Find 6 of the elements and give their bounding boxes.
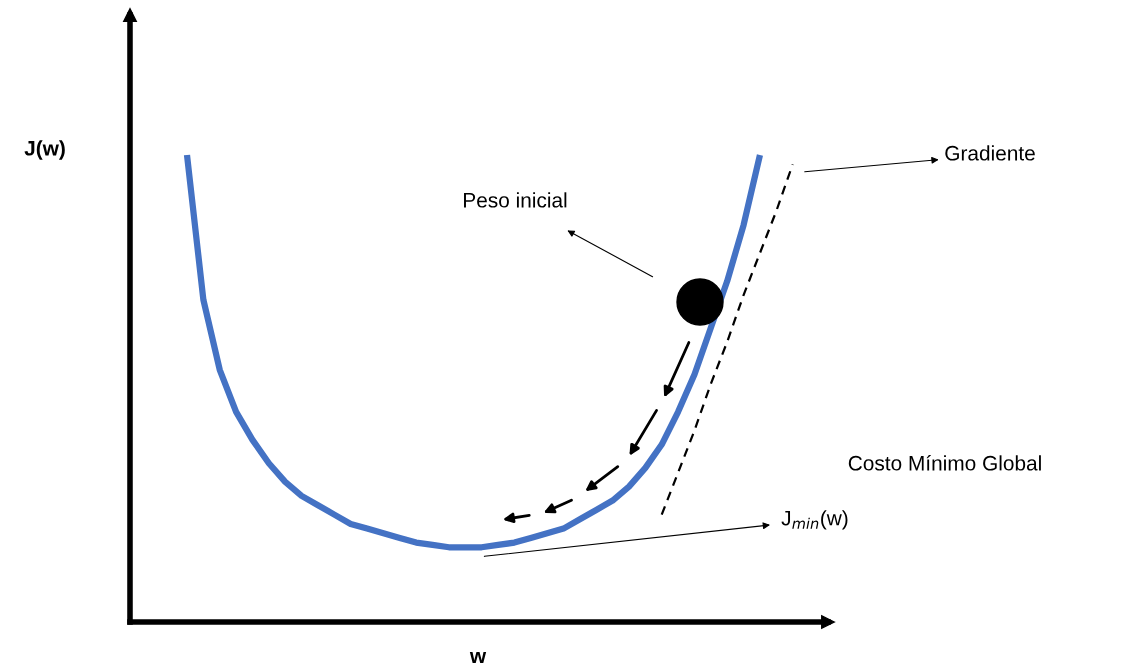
text: J(w) [24, 140, 65, 160]
text: Gradiente [945, 145, 1035, 161]
text: Costo Mínimo Global [848, 455, 1041, 471]
annotation: Peso inicial [464, 192, 567, 208]
x-axis-title: w [469, 652, 487, 663]
annotation: J$_{min}$(w) [781, 510, 848, 530]
